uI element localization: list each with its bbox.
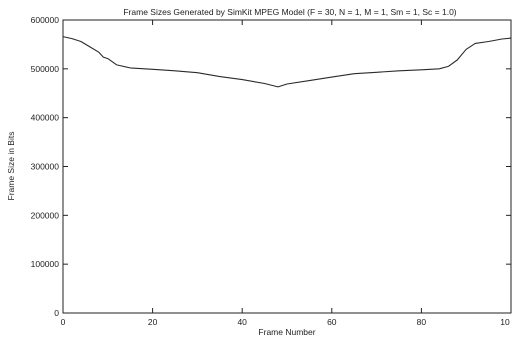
y-axis: 0 100000 200000 300000 400000 500000 600000 xyxy=(31,15,511,318)
x-axis: 0 20 40 60 80 10 xyxy=(61,20,512,327)
y-tick-label: 300000 xyxy=(31,162,60,172)
x-tick-label: 60 xyxy=(327,317,337,327)
y-tick-label: 100000 xyxy=(31,259,60,269)
y-tick-label: 400000 xyxy=(31,113,60,123)
y-tick-label: 600000 xyxy=(31,15,60,25)
y-tick-label: 200000 xyxy=(31,210,60,220)
x-tick-label: 20 xyxy=(148,317,158,327)
x-axis-label: Frame Number xyxy=(258,327,315,337)
plot-frame xyxy=(62,19,512,314)
x-tick-label: 80 xyxy=(417,317,427,327)
chart-title: Frame Sizes Generated by SimKit MPEG Mod… xyxy=(123,7,456,17)
series-group xyxy=(62,36,512,88)
y-tick-label: 0 xyxy=(54,308,59,318)
series-line xyxy=(62,36,512,88)
y-tick-label: 500000 xyxy=(31,64,60,74)
x-tick-label: 10 xyxy=(500,317,510,327)
y-axis-label: Frame Size in Bits xyxy=(6,132,16,201)
x-tick-label: 0 xyxy=(61,317,66,327)
x-tick-label: 40 xyxy=(237,317,247,327)
